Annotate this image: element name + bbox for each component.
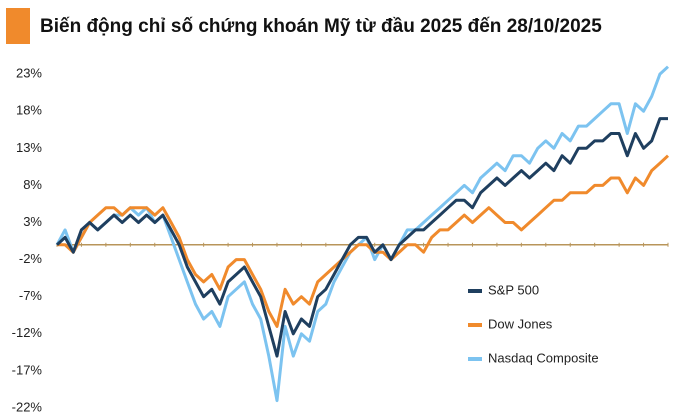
series-line — [57, 154, 670, 328]
y-tick-label: 3% — [23, 214, 42, 229]
legend-label: S&P 500 — [488, 282, 539, 297]
chart-title: Biến động chỉ số chứng khoán Mỹ từ đầu 2… — [40, 16, 602, 37]
y-tick-label: -17% — [12, 362, 43, 377]
series-line — [55, 117, 668, 358]
y-tick-label: 23% — [16, 66, 42, 81]
y-tick-label: 18% — [16, 103, 42, 118]
title-marker — [6, 8, 30, 44]
legend-label: Nasdaq Composite — [488, 350, 599, 365]
y-tick-label: -2% — [19, 251, 43, 266]
y-tick-label: -7% — [19, 288, 43, 303]
y-tick-label: -12% — [12, 325, 43, 340]
y-tick-label: -22% — [12, 399, 43, 414]
y-tick-label: 13% — [16, 140, 42, 155]
y-tick-label: 8% — [23, 177, 42, 192]
legend-label: Dow Jones — [488, 316, 553, 331]
